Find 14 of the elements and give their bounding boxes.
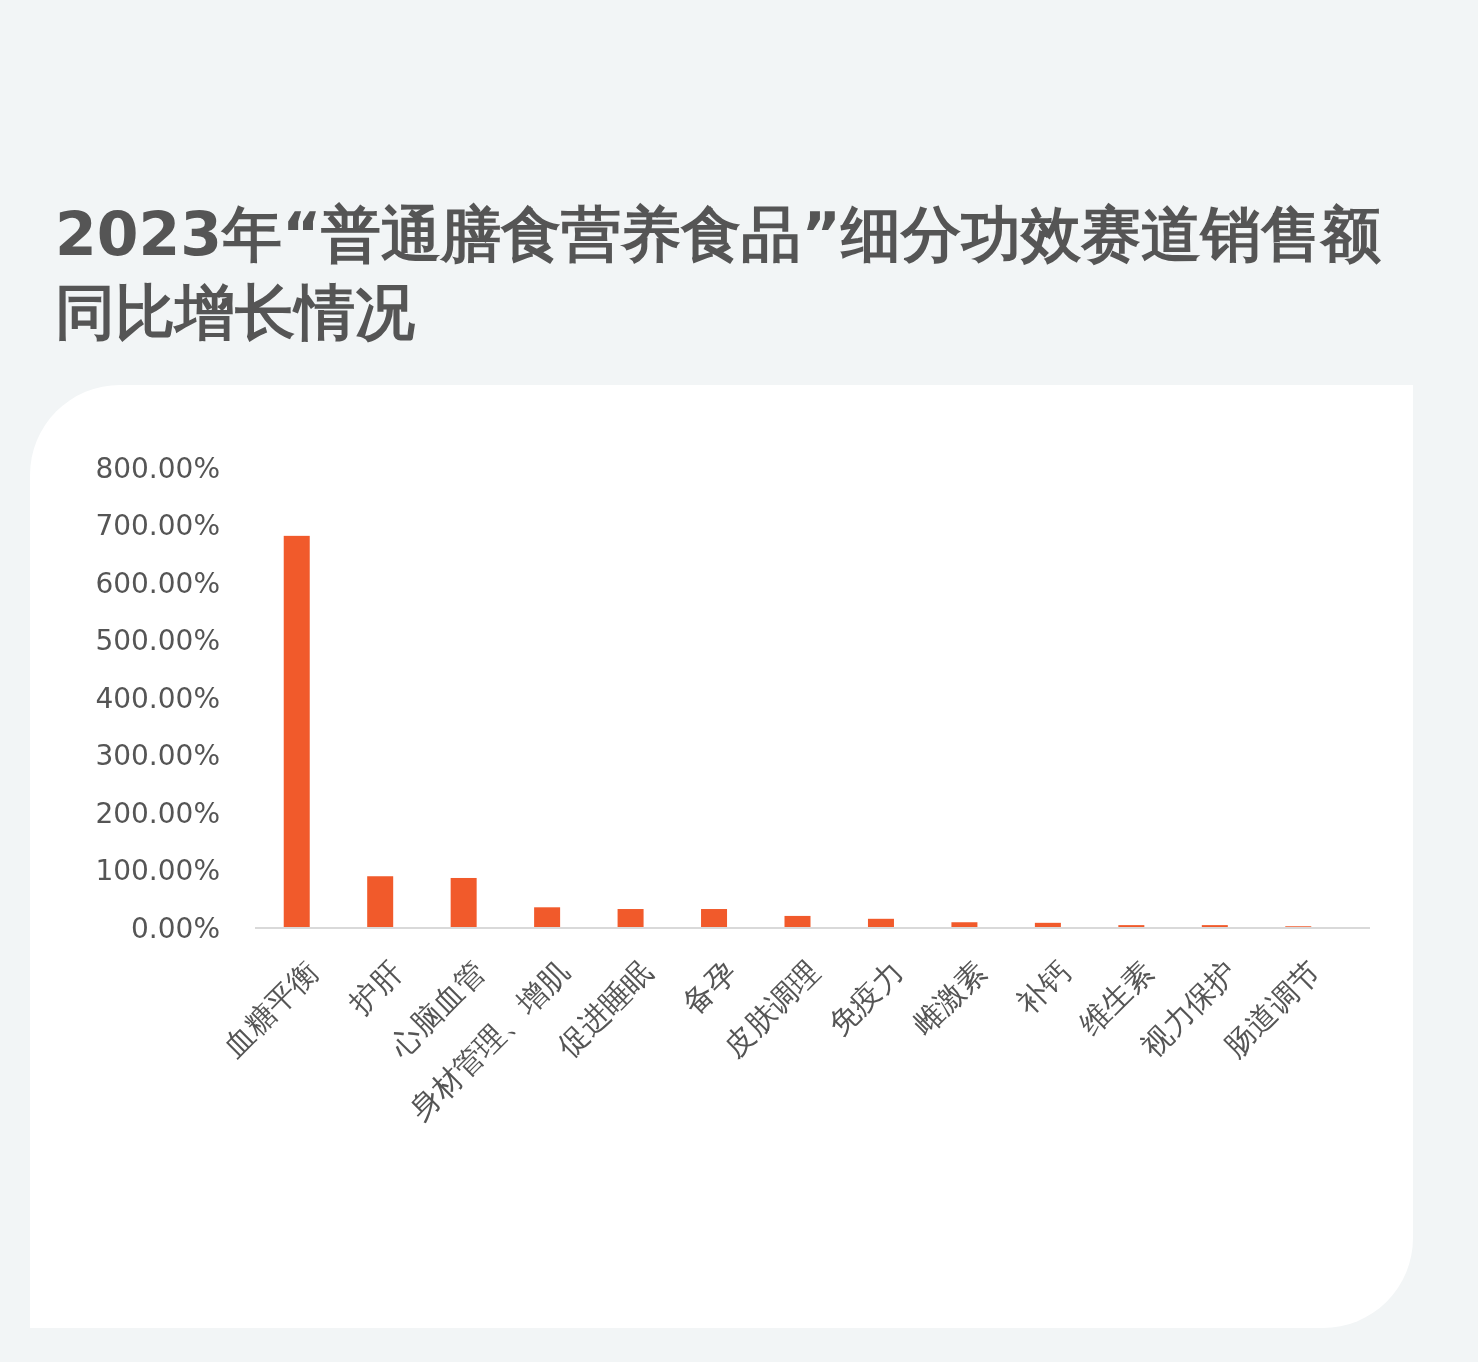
y-tick-label: 600.00%	[95, 566, 220, 600]
x-tick-label: 血糖平衡	[215, 954, 326, 1064]
chart-title: 2023年“普通膳食营养食品”细分功效赛道销售额同比增长情况	[55, 198, 1382, 349]
y-tick-label: 400.00%	[95, 681, 220, 715]
y-tick-label: 700.00%	[95, 509, 220, 542]
x-tick-label: 护肝	[341, 954, 409, 1022]
y-tick-label: 0.00%	[131, 911, 220, 945]
y-tick-label: 800.00%	[95, 451, 220, 485]
y-tick-label: 100.00%	[95, 854, 220, 887]
x-tick-label: 补钙	[1009, 954, 1077, 1022]
x-tick-label: 备孕	[675, 954, 743, 1022]
y-tick-label: 300.00%	[95, 739, 220, 772]
y-tick-label: 500.00%	[95, 624, 220, 657]
y-tick-label: 200.00%	[95, 796, 220, 830]
